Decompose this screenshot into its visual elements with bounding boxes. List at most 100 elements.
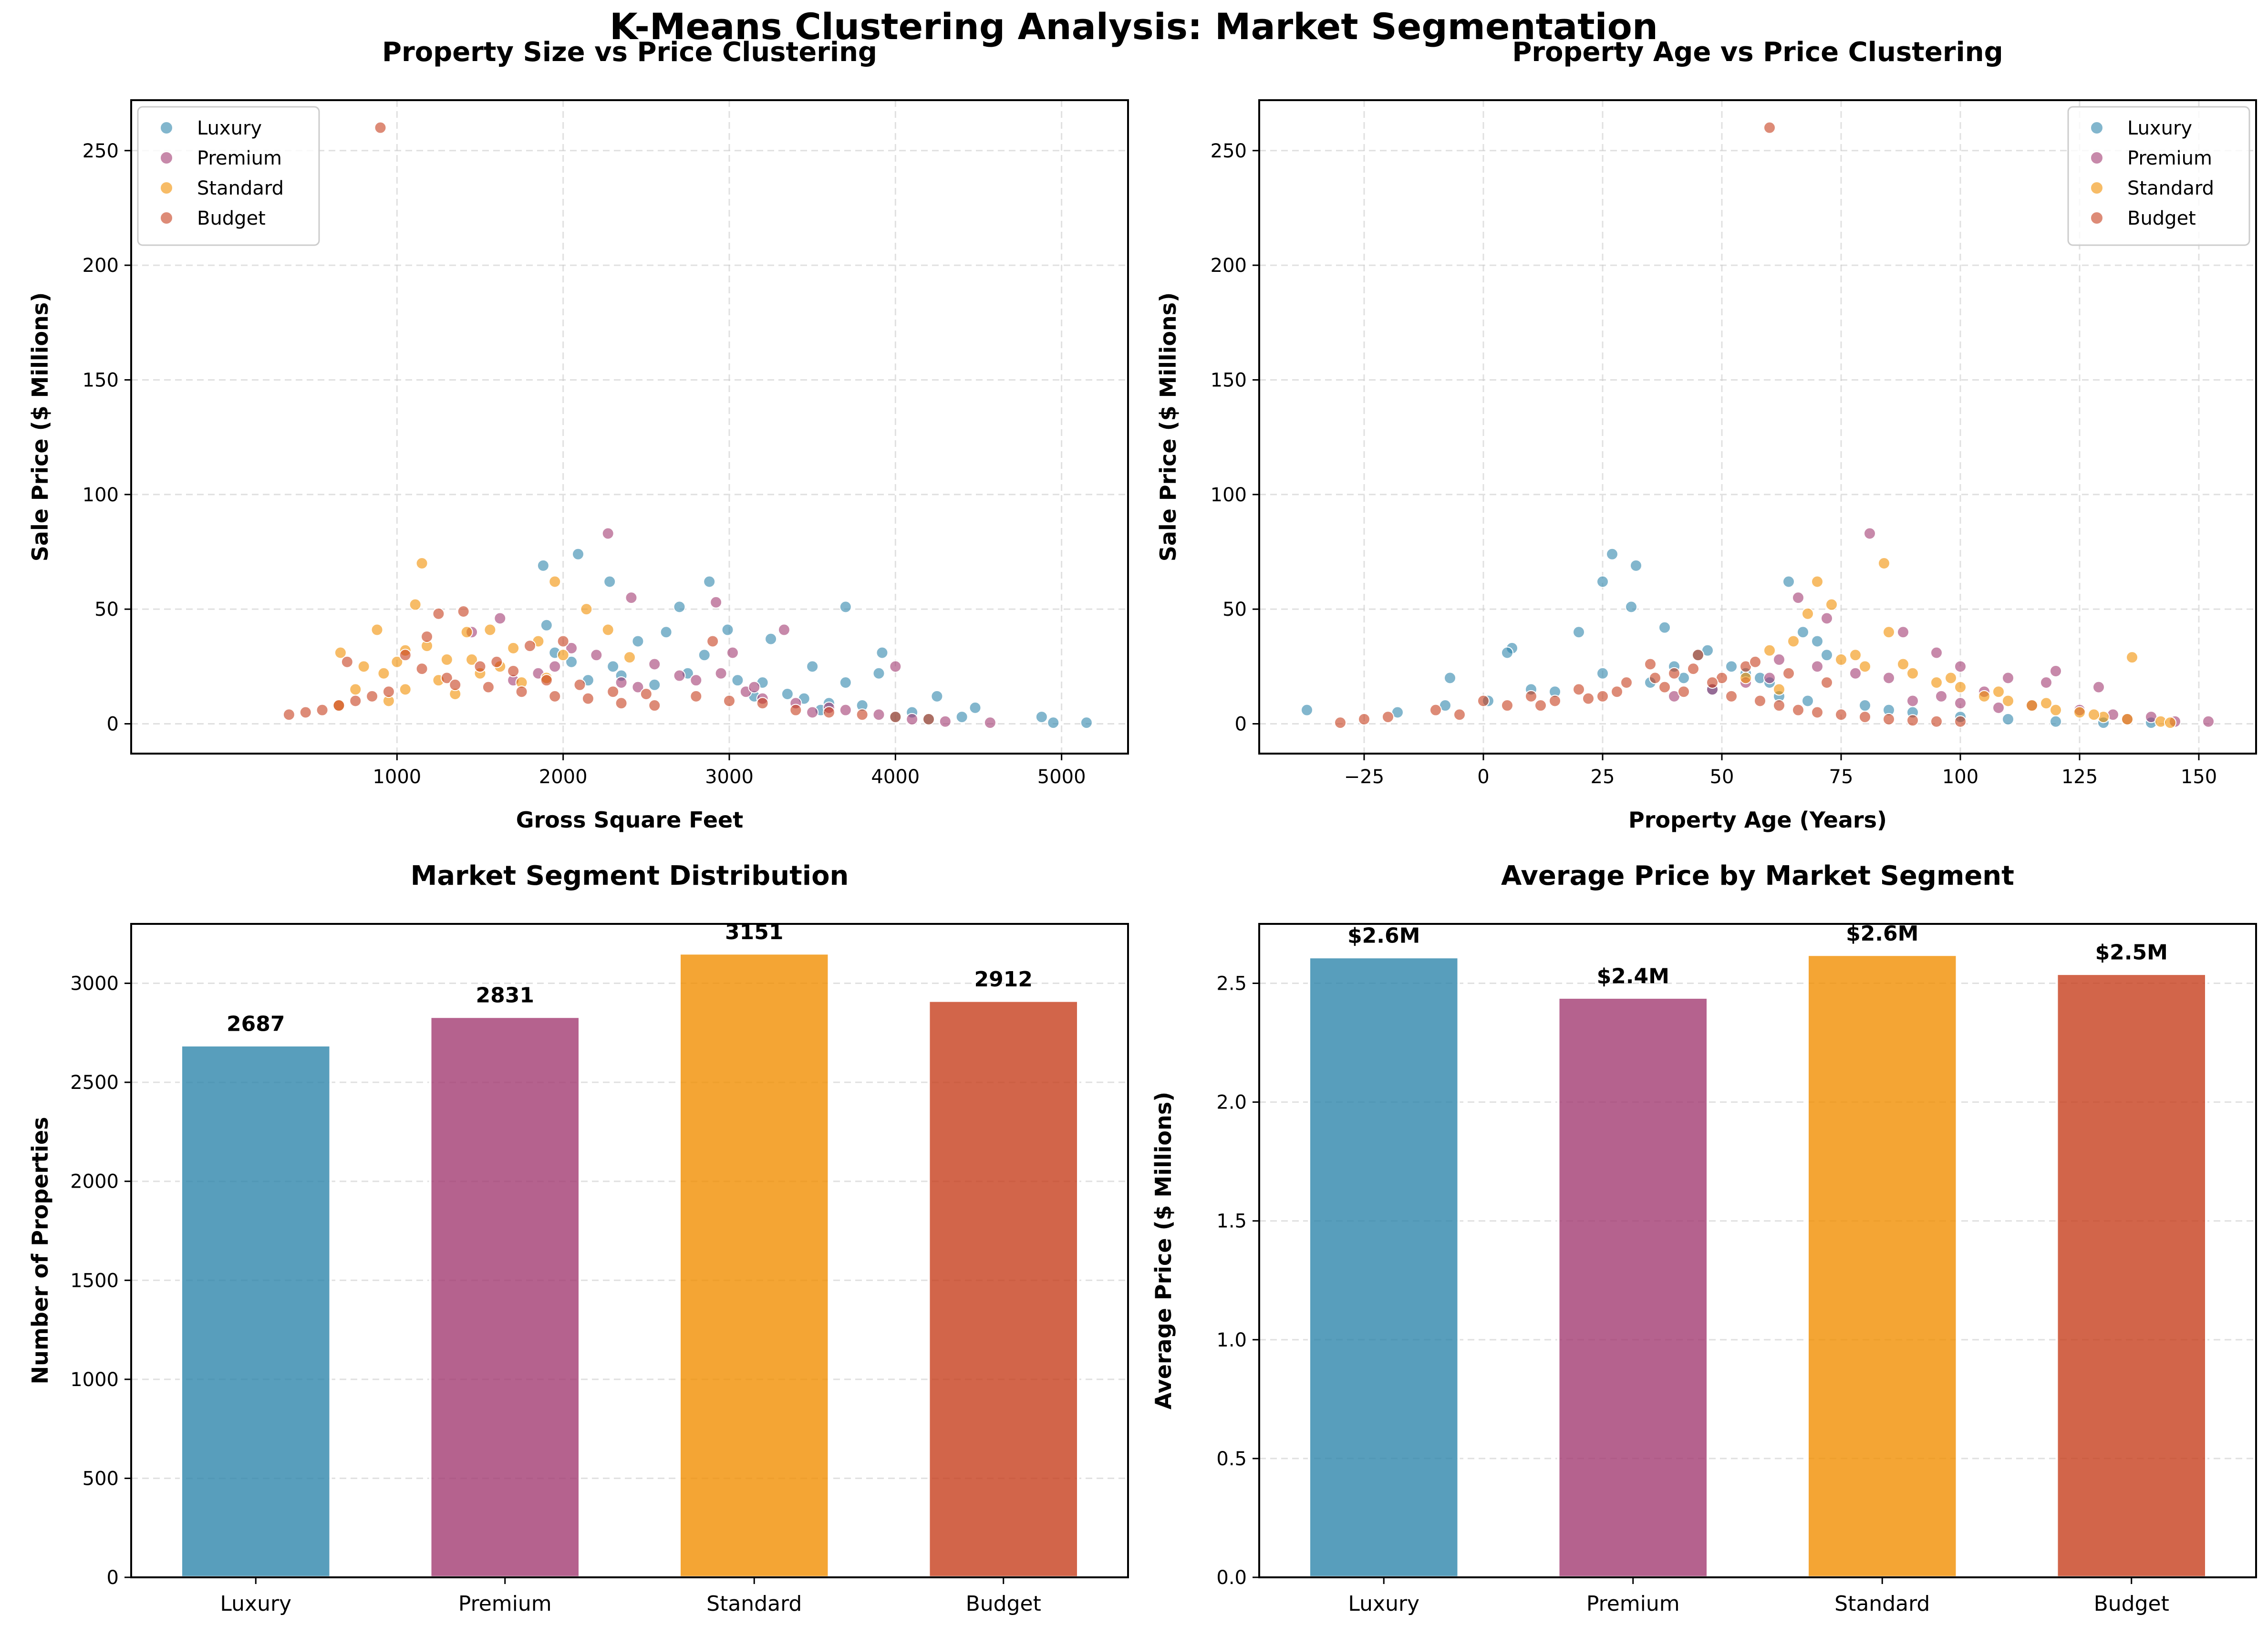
- data-point: [1802, 694, 1814, 707]
- data-point: [1883, 672, 1895, 684]
- data-point: [1811, 575, 1823, 588]
- data-point: [1802, 607, 1814, 620]
- y-tick-label: 100: [83, 484, 119, 506]
- y-tick-label: 2000: [70, 1171, 119, 1193]
- y-tick-label: 2500: [70, 1072, 119, 1094]
- data-point: [615, 676, 628, 689]
- category-label: Budget: [2094, 1592, 2169, 1616]
- data-point: [316, 704, 329, 716]
- data-point: [1754, 694, 1766, 707]
- legend-label: Premium: [197, 147, 282, 169]
- data-point: [457, 605, 470, 618]
- data-point: [391, 655, 404, 668]
- data-point: [1596, 667, 1609, 680]
- y-tick-label: 1500: [70, 1270, 119, 1292]
- data-point: [1954, 660, 1967, 673]
- data-point: [590, 649, 603, 662]
- data-point: [1444, 672, 1456, 684]
- y-tick-label: 0.0: [1216, 1567, 1247, 1589]
- data-point: [1611, 685, 1623, 698]
- y-axis-label: Sale Price ($ Millions): [1155, 292, 1181, 561]
- data-point: [789, 704, 802, 716]
- data-point: [1763, 121, 1776, 134]
- data-point: [673, 601, 686, 613]
- data-point: [2050, 715, 2062, 728]
- data-point: [1797, 626, 1809, 639]
- data-point: [1763, 644, 1776, 657]
- bar: [927, 999, 1079, 1579]
- data-point: [421, 630, 434, 643]
- data-point: [1644, 658, 1657, 671]
- data-point: [474, 660, 487, 673]
- data-point: [484, 623, 497, 636]
- data-point: [1811, 660, 1823, 673]
- data-point: [632, 681, 644, 694]
- data-point: [415, 663, 428, 675]
- data-point: [2040, 697, 2052, 710]
- data-point: [1534, 699, 1547, 712]
- data-point: [777, 623, 790, 636]
- y-tick-label: 1.5: [1216, 1211, 1247, 1232]
- x-tick-label: 25: [1591, 766, 1615, 788]
- y-tick-label: 1.0: [1216, 1329, 1247, 1351]
- plot-frame: [1258, 923, 2257, 1578]
- data-point: [1501, 646, 1513, 659]
- y-tick-label: 1000: [70, 1369, 119, 1391]
- data-point: [341, 655, 353, 668]
- data-point: [690, 674, 703, 687]
- data-point: [721, 623, 734, 636]
- data-point: [726, 646, 739, 659]
- y-tick-label: 250: [83, 140, 119, 162]
- plot-frame: [1258, 99, 2257, 755]
- data-point: [507, 664, 520, 677]
- bar-value-label: $2.5M: [2095, 941, 2168, 965]
- bar: [678, 952, 830, 1579]
- data-point: [806, 706, 819, 719]
- data-point: [1906, 667, 1919, 680]
- panel-3: Market Segment Distribution 0 500 1000 1500 2…: [27, 860, 1129, 1616]
- data-point: [2050, 664, 2062, 677]
- x-tick-label: 100: [1942, 766, 1978, 788]
- data-point: [1930, 676, 1943, 689]
- data-point: [440, 653, 453, 666]
- legend-marker: [160, 151, 173, 165]
- data-point: [690, 690, 703, 703]
- y-tick-label: 250: [1211, 140, 1247, 162]
- data-point: [723, 694, 735, 707]
- data-point: [872, 667, 885, 680]
- series-standard: [1740, 557, 2176, 729]
- data-point: [1859, 660, 1871, 673]
- data-point: [2202, 715, 2215, 728]
- data-point: [1792, 591, 1804, 604]
- bar: [1806, 953, 1958, 1579]
- data-point: [1606, 548, 1618, 560]
- data-point: [540, 674, 553, 687]
- data-point: [1453, 708, 1466, 721]
- data-point: [466, 653, 478, 666]
- data-point: [889, 660, 902, 673]
- legend-marker: [2090, 211, 2103, 225]
- panel-2: Property Age vs Price Clustering 0 50 100 15…: [1155, 37, 2257, 833]
- data-point: [1620, 676, 1633, 689]
- data-point: [1954, 681, 1967, 694]
- bar-value-label: $2.6M: [1846, 922, 1918, 946]
- data-point: [573, 678, 586, 691]
- panel-title: Property Size vs Price Clustering: [382, 37, 877, 68]
- data-point: [1935, 690, 1947, 703]
- data-point: [432, 607, 445, 620]
- data-point: [839, 676, 852, 689]
- data-point: [1740, 672, 1752, 684]
- data-point: [449, 678, 462, 691]
- data-point: [922, 713, 935, 725]
- series-premium: [1668, 527, 2215, 728]
- data-point: [1678, 685, 1690, 698]
- y-tick-label: 0.5: [1216, 1448, 1247, 1470]
- data-point: [1706, 676, 1719, 689]
- data-point: [1835, 653, 1847, 666]
- data-point: [1763, 672, 1776, 684]
- data-point: [409, 598, 422, 611]
- data-point: [515, 685, 528, 698]
- data-point: [537, 559, 549, 572]
- data-point: [1658, 621, 1671, 634]
